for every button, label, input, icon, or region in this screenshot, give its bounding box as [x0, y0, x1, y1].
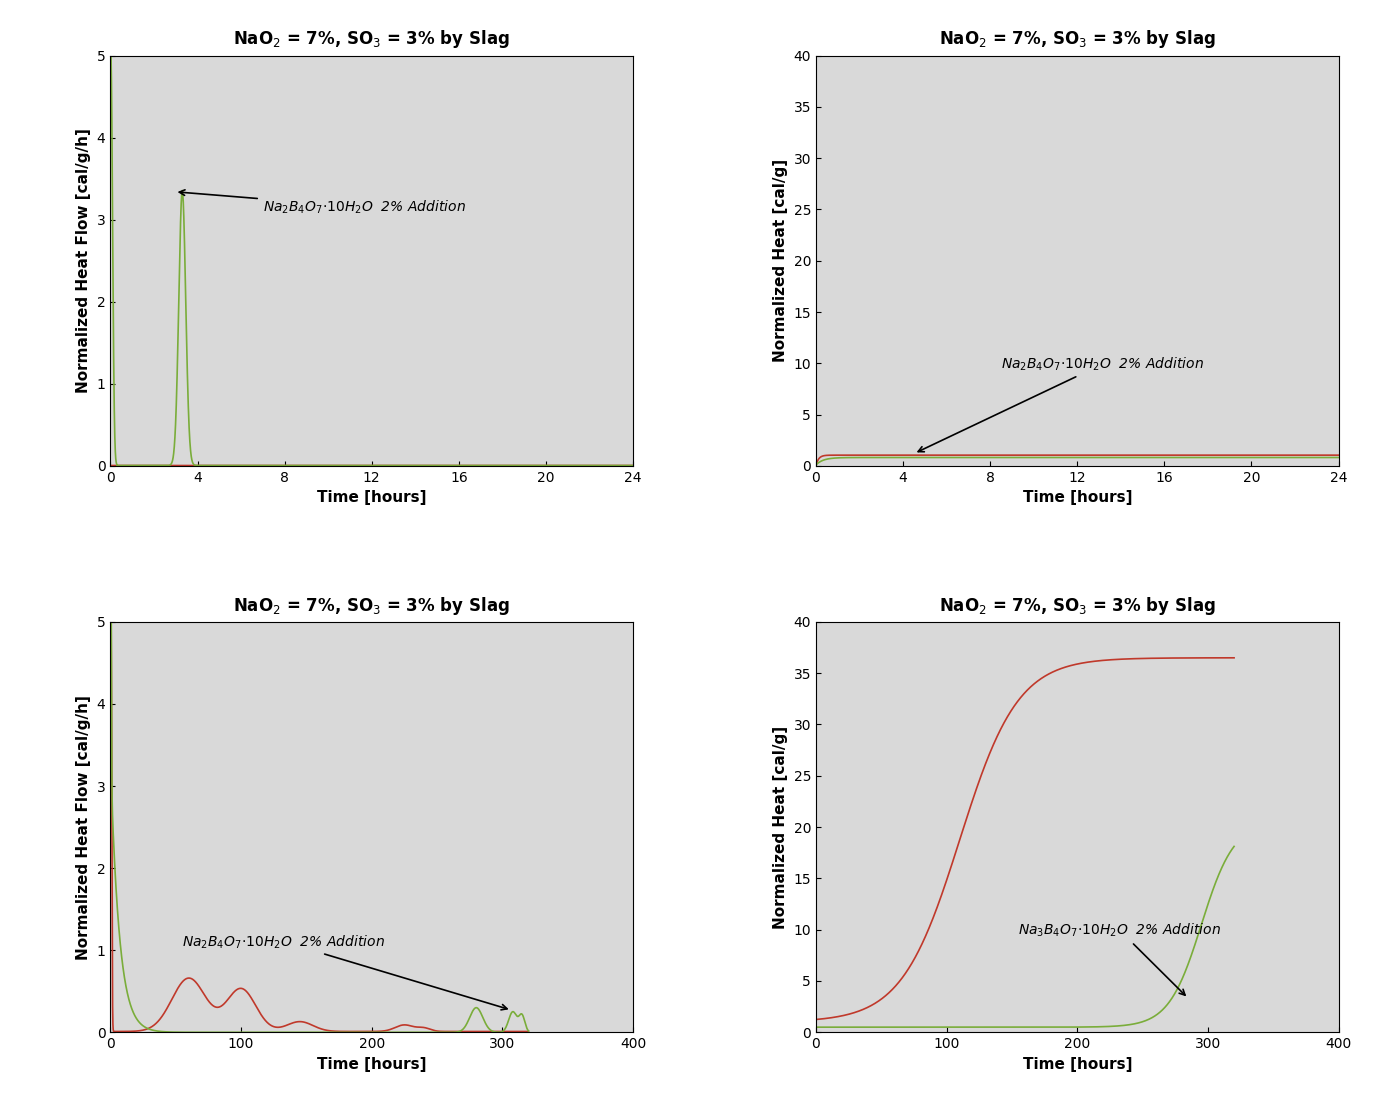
Y-axis label: Normalized Heat Flow [cal/g/h]: Normalized Heat Flow [cal/g/h] [76, 129, 91, 393]
X-axis label: Time [hours]: Time [hours] [1023, 491, 1132, 505]
Y-axis label: Normalized Heat [cal/g]: Normalized Heat [cal/g] [773, 726, 788, 929]
Text: $Na_2B_4O_7$$\cdot$$10H_2O$  2% Addition: $Na_2B_4O_7$$\cdot$$10H_2O$ 2% Addition [918, 355, 1203, 452]
Text: $Na_2B_4O_7$$\cdot$$10H_2O$  2% Addition: $Na_2B_4O_7$$\cdot$$10H_2O$ 2% Addition [179, 190, 465, 215]
Title: NaO$_2$ = 7%, SO$_3$ = 3% by Slag: NaO$_2$ = 7%, SO$_3$ = 3% by Slag [938, 29, 1216, 50]
Title: NaO$_2$ = 7%, SO$_3$ = 3% by Slag: NaO$_2$ = 7%, SO$_3$ = 3% by Slag [938, 595, 1216, 617]
Y-axis label: Normalized Heat Flow [cal/g/h]: Normalized Heat Flow [cal/g/h] [76, 695, 91, 959]
X-axis label: Time [hours]: Time [hours] [317, 491, 426, 505]
Text: $Na_3B_4O_7$$\cdot$$10H_2O$  2% Addition: $Na_3B_4O_7$$\cdot$$10H_2O$ 2% Addition [1018, 921, 1221, 996]
X-axis label: Time [hours]: Time [hours] [1023, 1057, 1132, 1072]
Y-axis label: Normalized Heat [cal/g]: Normalized Heat [cal/g] [773, 159, 788, 362]
Title: NaO$_2$ = 7%, SO$_3$ = 3% by Slag: NaO$_2$ = 7%, SO$_3$ = 3% by Slag [233, 29, 511, 50]
X-axis label: Time [hours]: Time [hours] [317, 1057, 426, 1072]
Title: NaO$_2$ = 7%, SO$_3$ = 3% by Slag: NaO$_2$ = 7%, SO$_3$ = 3% by Slag [233, 595, 511, 617]
Text: $Na_2B_4O_7$$\cdot$$10H_2O$  2% Addition: $Na_2B_4O_7$$\cdot$$10H_2O$ 2% Addition [182, 934, 506, 1010]
